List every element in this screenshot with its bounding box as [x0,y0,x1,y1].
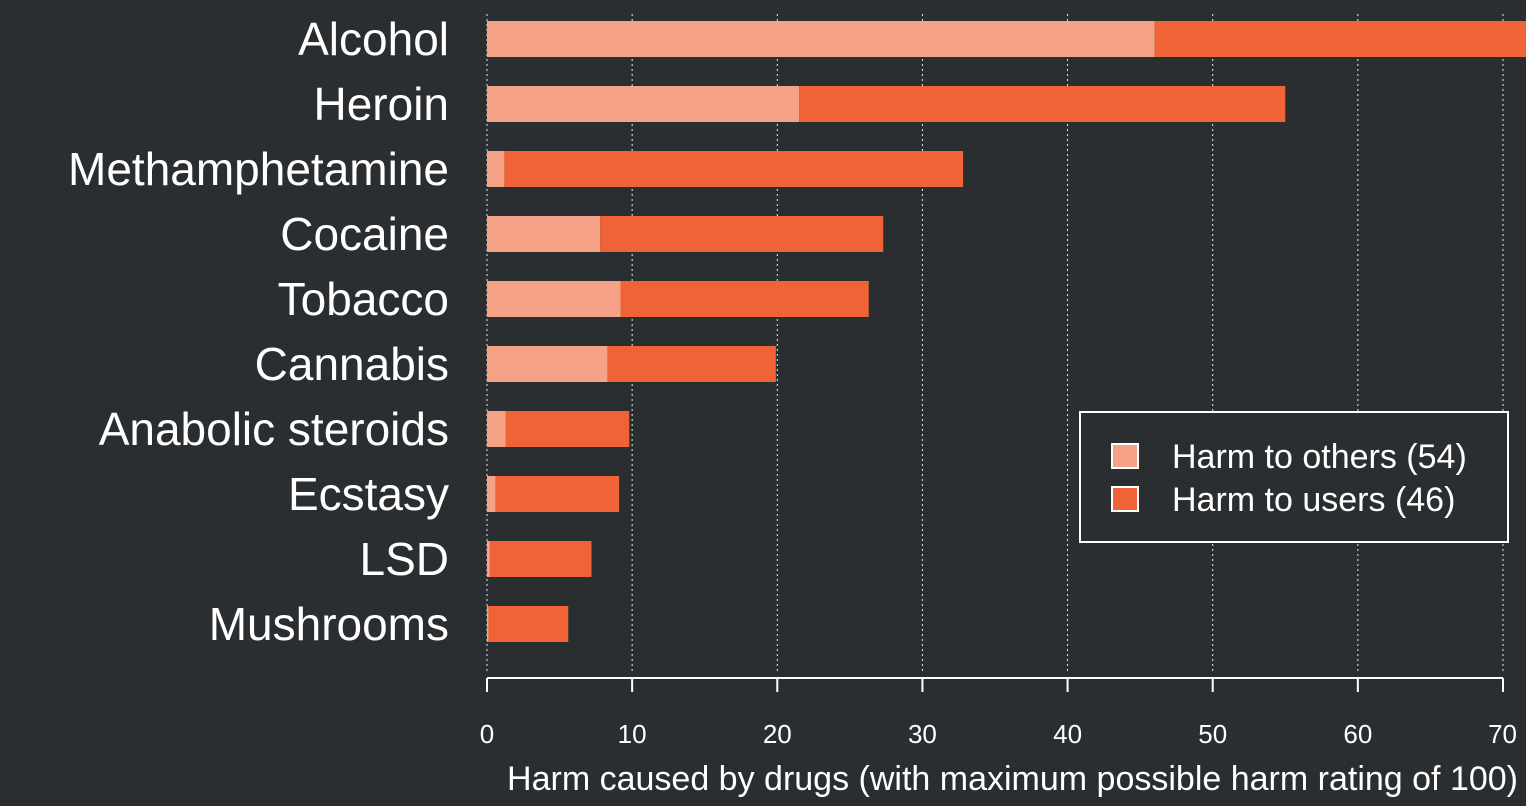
category-label-6: Anabolic steroids [99,403,449,455]
category-label-0: Alcohol [298,13,449,65]
category-label-3: Cocaine [280,208,449,260]
legend-label-0: Harm to others (54) [1172,438,1467,476]
bar-3-series-0 [487,216,601,252]
bar-2-series-0 [487,151,505,187]
bar-6-series-1 [505,411,630,447]
category-label-2: Methamphetamine [68,143,449,195]
x-tick-label-0: 0 [480,719,494,749]
bar-4-series-1 [620,281,869,317]
bar-6-series-0 [487,411,506,447]
x-tick-label-5: 50 [1198,719,1227,749]
bar-5-series-0 [487,346,608,382]
x-tick-label-6: 60 [1343,719,1372,749]
x-axis-title: Harm caused by drugs (with maximum possi… [507,760,1518,798]
legend-swatch-0 [1111,443,1139,469]
bar-7-series-0 [487,476,496,512]
x-axis: 0 10 20 30 40 50 60 70 [480,677,1517,749]
bar-0-series-1 [1154,21,1526,57]
legend-box [1079,411,1509,543]
bar-5-series-1 [607,346,776,382]
x-tick-label-4: 40 [1053,719,1082,749]
bar-8-series-1 [489,541,592,577]
category-label-5: Cannabis [255,338,449,390]
bar-3-series-1 [600,216,884,252]
x-tick-label-2: 20 [763,719,792,749]
bar-7-series-1 [495,476,620,512]
category-label-4: Tobacco [278,273,449,325]
category-label-7: Ecstasy [288,468,449,520]
x-tick-label-7: 70 [1488,719,1517,749]
category-label-8: LSD [360,533,449,585]
bars [487,21,1526,642]
bar-8-series-0 [487,541,490,577]
legend: Harm to others (54) Harm to users (46) [1079,411,1509,543]
bar-1-series-0 [487,86,800,122]
bar-1-series-1 [799,86,1286,122]
bar-9-series-1 [488,606,569,642]
category-labels: Alcohol Heroin Methamphetamine Cocaine Tobac… [68,13,449,650]
x-tick-label-3: 30 [908,719,937,749]
bar-4-series-0 [487,281,621,317]
category-label-1: Heroin [313,78,449,130]
bar-2-series-1 [504,151,964,187]
legend-label-1: Harm to users (46) [1172,481,1455,519]
legend-swatch-1 [1111,486,1139,512]
category-label-9: Mushrooms [209,598,449,650]
x-tick-label-1: 10 [618,719,647,749]
bar-0-series-0 [487,21,1155,57]
bar-9-series-0 [487,606,489,642]
